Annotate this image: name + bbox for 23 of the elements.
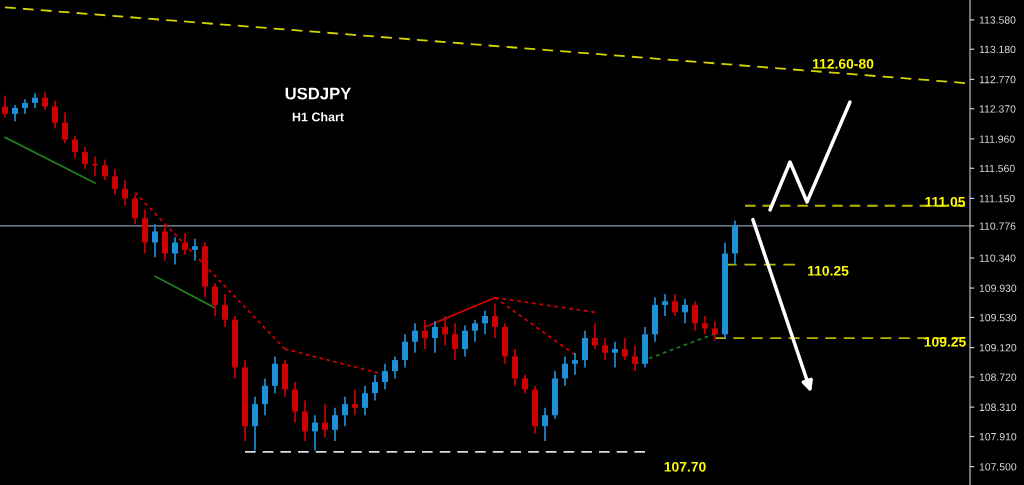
annotation: 111.05 (925, 196, 966, 207)
text: H1 Chart (292, 112, 344, 122)
y-tick-label: 109.530 (979, 313, 1017, 322)
y-tick-label: 108.310 (979, 403, 1017, 411)
y-tick-label: 110.776 (979, 222, 1016, 230)
y-tick-label: 109.930 (979, 284, 1017, 292)
y-tick-label: 107.500 (979, 463, 1017, 471)
y-tick-label: 112.770 (979, 75, 1016, 84)
y-tick-label: 111.560 (979, 164, 1015, 173)
y-tick-label: 111.150 (979, 194, 1015, 203)
annotation: 112.60-80 (812, 58, 874, 69)
y-tick-label: 108.720 (979, 373, 1017, 381)
y-tick-label: 113.180 (979, 45, 1016, 54)
annotation: 109.25 (924, 336, 966, 347)
y-tick-label: 113.580 (979, 16, 1016, 24)
y-tick-label: 110.340 (979, 254, 1016, 262)
y-tick-label: 107.910 (979, 433, 1017, 441)
y-tick-label: 111.960 (979, 135, 1015, 143)
annotation: 110.25 (808, 265, 849, 276)
annotation: 107.70 (664, 461, 706, 472)
y-tick-label: 109.120 (979, 344, 1017, 352)
text: USDJPY (285, 87, 352, 100)
y-tick-label: 112.370 (979, 105, 1016, 113)
